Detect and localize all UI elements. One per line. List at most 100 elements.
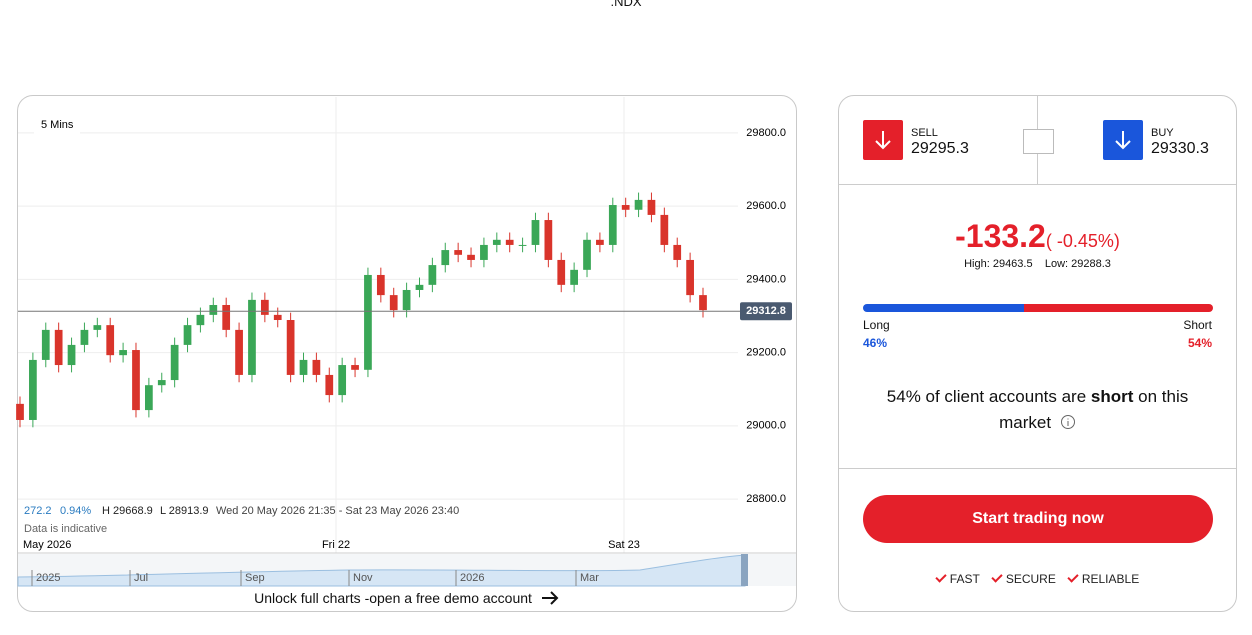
- candle-body: [376, 274, 385, 296]
- candle-body: [80, 329, 89, 345]
- price-tag-label: 29312.8: [746, 305, 786, 317]
- candle-body: [67, 344, 76, 366]
- candle-body: [505, 239, 514, 245]
- candle-body: [170, 344, 179, 381]
- candle-body: [299, 359, 308, 375]
- high: High: 29463.5: [964, 258, 1033, 270]
- y-tick-label: 29000.0: [746, 420, 786, 432]
- long-pct: 46%: [863, 336, 888, 350]
- candle-body: [596, 239, 604, 245]
- candle-body: [132, 350, 140, 411]
- y-tick-label: 29800.0: [746, 127, 786, 139]
- candle-body: [364, 274, 372, 370]
- candle-body: [338, 365, 347, 396]
- message-bold: short: [1090, 387, 1134, 406]
- low: Low: 29288.3: [1044, 258, 1111, 270]
- unlock-text[interactable]: Unlock full charts -open a free demo acc…: [254, 590, 532, 606]
- candle-body: [235, 329, 243, 375]
- candle-body: [196, 314, 205, 326]
- sell-price: 29295.3: [911, 140, 969, 157]
- candle-body: [93, 325, 102, 330]
- candle-body: [608, 205, 617, 245]
- candle-body: [325, 374, 334, 396]
- candle-body: [286, 320, 295, 375]
- feature: SECURE: [992, 572, 1056, 586]
- y-tick-label: 29200.0: [746, 347, 786, 359]
- start-trading-button[interactable]: Start trading now: [863, 495, 1213, 543]
- candle-body: [673, 244, 682, 260]
- candle-body: [145, 385, 153, 411]
- stat-low: L 28913.9: [160, 505, 209, 517]
- candle-body: [441, 250, 450, 266]
- sell-button[interactable]: [863, 120, 903, 160]
- change: -133.2: [955, 218, 1046, 254]
- sentiment-short: [1024, 304, 1213, 312]
- navigator-label: Mar: [580, 572, 599, 584]
- candle-body: [634, 199, 643, 210]
- candle-body: [518, 244, 527, 246]
- x-tick-label: Sat 23: [608, 539, 640, 551]
- candle-body: [106, 325, 115, 356]
- interval-box[interactable]: [34, 116, 80, 134]
- candle-body: [312, 359, 321, 375]
- x-tick-label: Fri 22: [322, 539, 350, 551]
- candle-body: [660, 214, 669, 245]
- candle-body: [454, 250, 463, 255]
- candle-body: [544, 220, 553, 260]
- x-tick-label: May 2026: [23, 539, 71, 551]
- range-row: High: 29463.5 Low: 29288.3: [839, 258, 1236, 270]
- price-tag: [740, 302, 792, 321]
- arrow-icon: [541, 591, 559, 605]
- message-start: 54% of client accounts are: [886, 387, 1091, 406]
- stat-change-pct: 0.94%: [60, 505, 91, 517]
- candle-body: [183, 325, 192, 345]
- stat-range: Wed 20 May 2026 21:35 - Sat 23 May 2026 …: [216, 505, 459, 517]
- data-note: Data is indicative: [24, 523, 107, 535]
- candle-body: [16, 403, 24, 420]
- candle-body: [621, 205, 630, 210]
- navigator-label: Nov: [353, 572, 373, 584]
- candle-body: [351, 365, 359, 370]
- navigator-area: [17, 554, 746, 587]
- stat-change: 272.2: [24, 505, 52, 517]
- message-end: on this market: [999, 387, 1189, 432]
- candle-body: [428, 265, 437, 285]
- sentiment-message: 54% of client accounts are short on this…: [869, 384, 1206, 436]
- stat-high: H 29668.9: [102, 505, 153, 517]
- buy-button[interactable]: [1103, 120, 1143, 160]
- change-pct: ( -0.45%): [1045, 231, 1120, 251]
- interval[interactable]: 5 Mins: [41, 119, 74, 131]
- candle-body: [260, 299, 269, 315]
- candle-body: [570, 269, 578, 285]
- candle-body: [557, 259, 566, 285]
- feature: RELIABLE: [1068, 572, 1139, 586]
- candle-body: [647, 199, 656, 215]
- candle-body: [222, 304, 231, 330]
- candle-body: [467, 254, 475, 260]
- features: FAST SECURE RELIABLE: [839, 567, 1236, 586]
- candle-body: [119, 350, 127, 356]
- feature: FAST: [936, 572, 980, 586]
- y-tick-label: 29400.0: [746, 273, 786, 285]
- trade-panel: SELL 29295.3 BUY 29330.3 -133.2( -0.45%)…: [838, 95, 1237, 612]
- candle-body: [402, 289, 411, 311]
- short-pct: 54%: [1187, 336, 1212, 350]
- candle-body: [273, 314, 282, 321]
- page-title: .NDX: [610, 0, 642, 9]
- candle-body: [531, 220, 540, 245]
- candle-body: [248, 299, 256, 375]
- candle-body: [699, 295, 707, 311]
- sentiment-long: [863, 304, 1024, 312]
- navigator-label: Sep: [245, 572, 265, 584]
- long-label: Long: [863, 318, 890, 332]
- change-row: -133.2( -0.45%): [839, 218, 1236, 255]
- unlock-row[interactable]: Unlock full charts -open a free demo acc…: [18, 587, 796, 609]
- navigator-label: 2026: [460, 572, 484, 584]
- candle-body: [157, 380, 166, 386]
- info-icon[interactable]: [1060, 414, 1076, 430]
- candle-body: [54, 329, 63, 366]
- navigator-handle[interactable]: [741, 554, 748, 586]
